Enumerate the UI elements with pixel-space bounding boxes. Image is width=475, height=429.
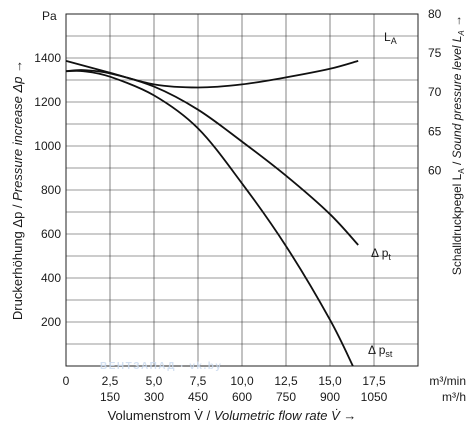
- series-label-sub: t: [388, 252, 391, 262]
- x-tick-label-m3h: 900: [320, 390, 340, 404]
- x-tick-label-m3h: 450: [188, 390, 208, 404]
- x-tick-label-m3h: 1050: [361, 390, 388, 404]
- series-label-sub: st: [385, 349, 393, 359]
- series-label-LA: LA: [384, 30, 397, 46]
- right-tick-label: 65: [428, 124, 442, 138]
- left-tick-label: 200: [41, 315, 61, 329]
- x-tick-label-m3min: 7,5: [190, 374, 207, 388]
- x-tick-label-m3h: 300: [144, 390, 164, 404]
- x-axis-label: Volumenstrom V̇ / Volumetric flow rate V…: [108, 408, 357, 423]
- series-label-main: Δ p: [371, 246, 389, 260]
- series-line-Δpst: [65, 69, 354, 367]
- series-label-sub: A: [391, 36, 397, 46]
- left-tick-label: 600: [41, 227, 61, 241]
- watermark-logo: ВЕНТЗАПАД · vk.by: [100, 361, 222, 372]
- left-axis-arrow-icon: →: [10, 60, 25, 73]
- right-axis-label-italic-sub: A: [457, 30, 466, 36]
- right-axis-label-italic: Sound pressure level L: [450, 36, 464, 159]
- right-axis-label: Schalldruckpegel LA / Sound pressure lev…: [450, 15, 466, 275]
- left-tick-label: 400: [41, 271, 61, 285]
- series-line-Δpt: [65, 69, 359, 246]
- x-tick-label-m3h: 750: [276, 390, 296, 404]
- left-tick-label: 1000: [34, 139, 61, 153]
- x-axis-ticks: 0 2,5 5,0 7,5 10,0 12,5 15,0 17,5 150 300 450 600 75…: [63, 374, 388, 404]
- left-tick-label: 1400: [34, 51, 61, 65]
- right-tick-label: 80: [428, 7, 442, 21]
- series-label-Δpst: Δ pst: [368, 343, 393, 359]
- x-axis-label-italic: Volumetric flow rate V̇: [214, 408, 341, 423]
- right-axis-label-plain: Schalldruckpegel L: [450, 173, 464, 275]
- x-axis-unit-m3h: m³/h: [442, 390, 466, 404]
- x-tick-label-m3min: 0: [63, 374, 70, 388]
- left-tick-label: 1200: [34, 95, 61, 109]
- right-tick-label: 75: [428, 46, 442, 60]
- series-label-main: L: [384, 30, 391, 44]
- plot-frame: [65, 13, 419, 367]
- x-axis-arrow-icon: →: [343, 408, 356, 423]
- left-axis-label-italic: Pressure increase Δp: [10, 77, 25, 201]
- right-axis-ticks: 60 65 70 75 80: [428, 7, 442, 177]
- x-tick-label-m3min: 10,0: [230, 374, 254, 388]
- x-tick-label-m3min: 17,5: [362, 374, 386, 388]
- left-axis: Pa 200 400 600 800 1000 1200 1400 Druckerhöhun…: [10, 9, 61, 329]
- left-tick-label: 800: [41, 183, 61, 197]
- right-axis-arrow-icon: →: [450, 15, 464, 27]
- x-axis-label-plain: Volumenstrom V̇ /: [108, 408, 214, 423]
- left-axis-label: Druckerhöhung Δp / Pressure increase Δp …: [10, 60, 25, 320]
- right-axis-label-plain-sub: A: [457, 168, 466, 174]
- x-axis-unit-m3min: m³/min: [429, 374, 466, 388]
- right-tick-label: 60: [428, 163, 442, 177]
- x-tick-label-m3min: 5,0: [146, 374, 163, 388]
- left-axis-ticks: 200 400 600 800 1000 1200 1400: [34, 51, 61, 329]
- chart-grid: [66, 14, 418, 366]
- series-label-Δpt: Δ pt: [371, 246, 391, 262]
- left-axis-label-plain: Druckerhöhung Δp /: [10, 201, 25, 320]
- x-axis: 0 2,5 5,0 7,5 10,0 12,5 15,0 17,5 150 300 450 600 75…: [63, 374, 466, 423]
- x-tick-label-m3min: 2,5: [102, 374, 119, 388]
- right-tick-label: 70: [428, 85, 442, 99]
- series-layer: LAΔ ptΔ pst: [65, 30, 397, 367]
- x-tick-label-m3h: 150: [100, 390, 120, 404]
- series-label-main: Δ p: [368, 343, 386, 357]
- x-tick-label-m3min: 15,0: [318, 374, 342, 388]
- right-axis-label-sep: /: [450, 158, 464, 168]
- left-axis-unit: Pa: [42, 9, 57, 23]
- x-tick-label-m3h: 600: [232, 390, 252, 404]
- x-tick-label-m3min: 12,5: [274, 374, 298, 388]
